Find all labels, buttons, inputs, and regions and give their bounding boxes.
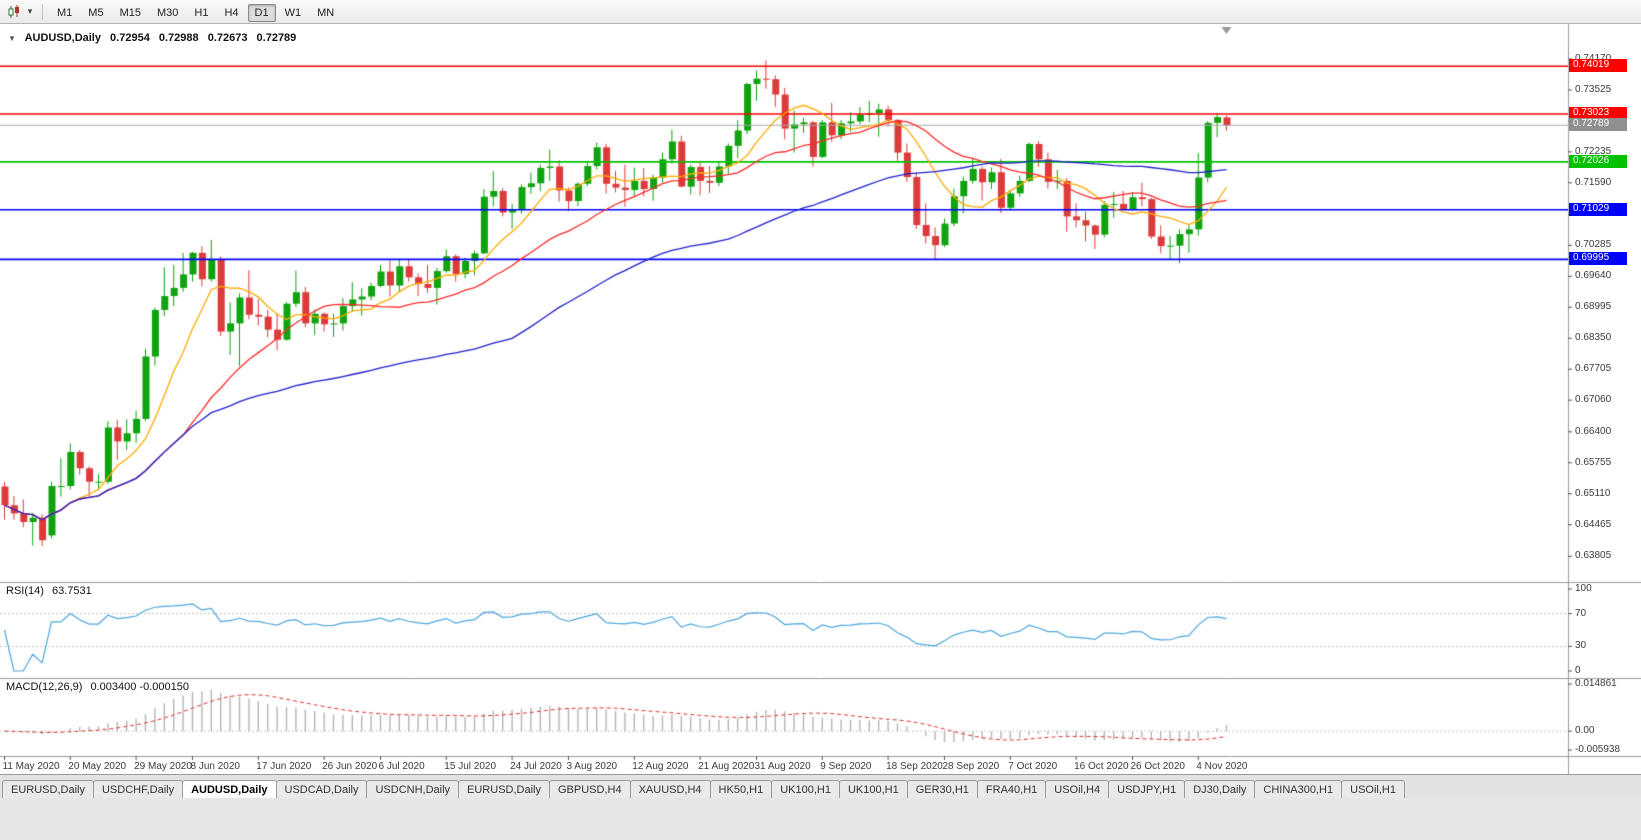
timeframe-toolbar: M1 M5 M15 M30 H1 H4 D1 W1 MN [49, 3, 342, 22]
ohlc-close: 0.72789 [256, 32, 297, 44]
date-tick-label: 12 Aug 2020 [632, 761, 689, 772]
ohlc-low: 0.72673 [207, 32, 248, 44]
date-tick-label: 18 Sep 2020 [886, 761, 943, 772]
macd-panel-header: MACD(12,26,9) 0.003400 -0.000150 [6, 681, 194, 693]
date-tick-label: 17 Jun 2020 [256, 761, 312, 772]
price-chart-canvas[interactable] [0, 24, 1641, 774]
price-tick-label: 0.70285 [1575, 239, 1612, 251]
date-tick-label: 3 Aug 2020 [566, 761, 618, 772]
chart-tab-usoil-h1[interactable]: USOil,H1 [1341, 780, 1405, 798]
bid-price-tag: 0.72789 [1569, 118, 1627, 132]
chart-tab-bar: EURUSD,Daily USDCHF,Daily AUDUSD,Daily USDC… [0, 774, 1641, 798]
timeframe-button-h1[interactable]: H1 [194, 6, 209, 19]
price-tick-label: 0.68995 [1575, 301, 1612, 313]
price-tick-label: 0.66400 [1575, 425, 1612, 437]
price-tick-label: 0.73525 [1575, 83, 1612, 95]
price-tick-label: 0.67705 [1575, 363, 1612, 375]
date-tick-label: 9 Sep 2020 [820, 761, 872, 772]
chart-tab-usdcnh-daily[interactable]: USDCNH,Daily [366, 780, 460, 798]
macd-tick-label: 0.014861 [1575, 678, 1617, 689]
chart-area: ▼ AUDUSD,Daily 0.72954 0.72988 0.72673 0… [0, 24, 1641, 774]
toolbar-separator [42, 3, 43, 20]
date-tick-label: 6 Jul 2020 [378, 761, 425, 772]
rsi-tick-label: 0 [1575, 665, 1581, 676]
price-tick-label: 0.72235 [1575, 145, 1612, 157]
level-price-tag: 0.72026 [1569, 154, 1627, 168]
collapse-triangle-icon[interactable]: ▼ [8, 34, 16, 43]
date-tick-label: 20 May 2020 [68, 761, 127, 772]
chart-tab-eurusd-daily[interactable]: EURUSD,Daily [2, 780, 94, 798]
chart-tab-china300-h1[interactable]: CHINA300,H1 [1254, 780, 1343, 798]
date-tick-label: 16 Oct 2020 [1074, 761, 1129, 772]
date-tick-label: 4 Nov 2020 [1196, 761, 1248, 772]
chart-tab-uk100-h1[interactable]: UK100,H1 [838, 780, 908, 798]
date-tick-label: 31 Aug 2020 [754, 761, 811, 772]
status-strip [0, 798, 1641, 840]
chart-tab-fra40-h1[interactable]: FRA40,H1 [976, 780, 1047, 798]
date-tick-label: 7 Oct 2020 [1008, 761, 1058, 772]
timeframe-button-m30[interactable]: M30 [156, 6, 179, 19]
chart-tab-dj30-daily[interactable]: DJ30,Daily [1184, 780, 1256, 798]
price-tick-label: 0.69640 [1575, 270, 1612, 282]
price-tick-label: 0.74170 [1575, 53, 1611, 64]
level-price-tag: 0.73023 [1569, 107, 1627, 121]
macd-tick-label: -0.005938 [1575, 744, 1621, 755]
rsi-tick-label: 70 [1575, 607, 1587, 619]
rsi-tick-label: 100 [1575, 583, 1592, 594]
rsi-indicator-name: RSI(14) [6, 585, 44, 597]
date-tick-label: 15 Jul 2020 [444, 761, 497, 772]
timeframe-button-m15[interactable]: M15 [119, 6, 141, 19]
date-tick-label: 21 Aug 2020 [698, 761, 755, 772]
ohlc-open: 0.72954 [110, 32, 150, 44]
chart-tab-usdcad-daily[interactable]: USDCAD,Daily [275, 780, 368, 798]
price-tick-label: 0.68350 [1575, 332, 1612, 344]
timeframe-button-mn[interactable]: MN [317, 6, 335, 19]
price-tick-label: 0.63805 [1575, 550, 1612, 562]
macd-tick-label: 0.00 [1575, 725, 1595, 737]
price-tick-label: 0.67060 [1575, 394, 1612, 406]
timeframe-button-h4[interactable]: H4 [224, 6, 239, 19]
price-tick-label: 0.65755 [1575, 456, 1612, 468]
chart-header: ▼ AUDUSD,Daily 0.72954 0.72988 0.72673 0… [8, 32, 302, 44]
level-price-tag: 0.71029 [1569, 202, 1627, 216]
macd-indicator-name: MACD(12,26,9) [6, 681, 83, 693]
timeframe-button-w1[interactable]: W1 [284, 6, 302, 19]
chart-symbol-label: AUDUSD,Daily [24, 32, 101, 44]
chart-tab-usdchf-daily[interactable]: USDCHF,Daily [92, 780, 184, 798]
level-price-tag: 0.69995 [1569, 252, 1627, 266]
candlestick-chart-icon[interactable] [4, 3, 24, 21]
rsi-panel-header: RSI(14) 63.7531 [6, 585, 97, 597]
timeframe-button-d1[interactable]: D1 [247, 3, 276, 22]
date-tick-label: 26 Oct 2020 [1130, 761, 1185, 772]
rsi-indicator-value: 63.7531 [51, 585, 92, 597]
date-tick-label: 24 Jul 2020 [510, 761, 562, 772]
date-tick-label: 28 Sep 2020 [942, 761, 1000, 772]
date-tick-label: 11 May 2020 [2, 761, 60, 772]
price-tick-label: 0.71590 [1575, 176, 1612, 188]
price-tick-label: 0.65110 [1575, 487, 1611, 499]
timeframe-button-m1[interactable]: M1 [57, 6, 73, 19]
chevron-down-icon[interactable]: ▾ [27, 6, 33, 16]
chart-tab-uk100-h1[interactable]: UK100,H1 [771, 780, 840, 798]
date-tick-label: 8 Jun 2020 [190, 761, 241, 772]
chart-tab-usdjpy-h1[interactable]: USDJPY,H1 [1108, 780, 1186, 798]
ohlc-high: 0.72988 [158, 32, 199, 44]
date-tick-label: 26 Jun 2020 [322, 761, 378, 772]
chart-tab-usoil-h4[interactable]: USOil,H4 [1045, 780, 1110, 798]
rsi-tick-label: 30 [1575, 640, 1587, 652]
toolbar: ▾ M1 M5 M15 M30 H1 H4 D1 W1 MN [0, 0, 1641, 24]
level-price-tag: 0.74019 [1569, 59, 1627, 73]
chart-tab-eurusd-daily[interactable]: EURUSD,Daily [458, 780, 550, 798]
timeframe-button-m5[interactable]: M5 [88, 6, 104, 19]
price-tick-label: 0.64465 [1575, 518, 1612, 530]
chart-tab-ger30-h1[interactable]: GER30,H1 [906, 780, 978, 798]
chart-tab-gbpusd-h4[interactable]: GBPUSD,H4 [549, 780, 631, 798]
chart-tab-xauusd-h4[interactable]: XAUUSD,H4 [629, 780, 711, 798]
date-tick-label: 29 May 2020 [134, 761, 192, 772]
macd-indicator-values: 0.003400 -0.000150 [90, 681, 189, 693]
chart-tab-audusd-daily[interactable]: AUDUSD,Daily [182, 780, 277, 798]
chart-tab-hk50-h1[interactable]: HK50,H1 [709, 780, 773, 798]
